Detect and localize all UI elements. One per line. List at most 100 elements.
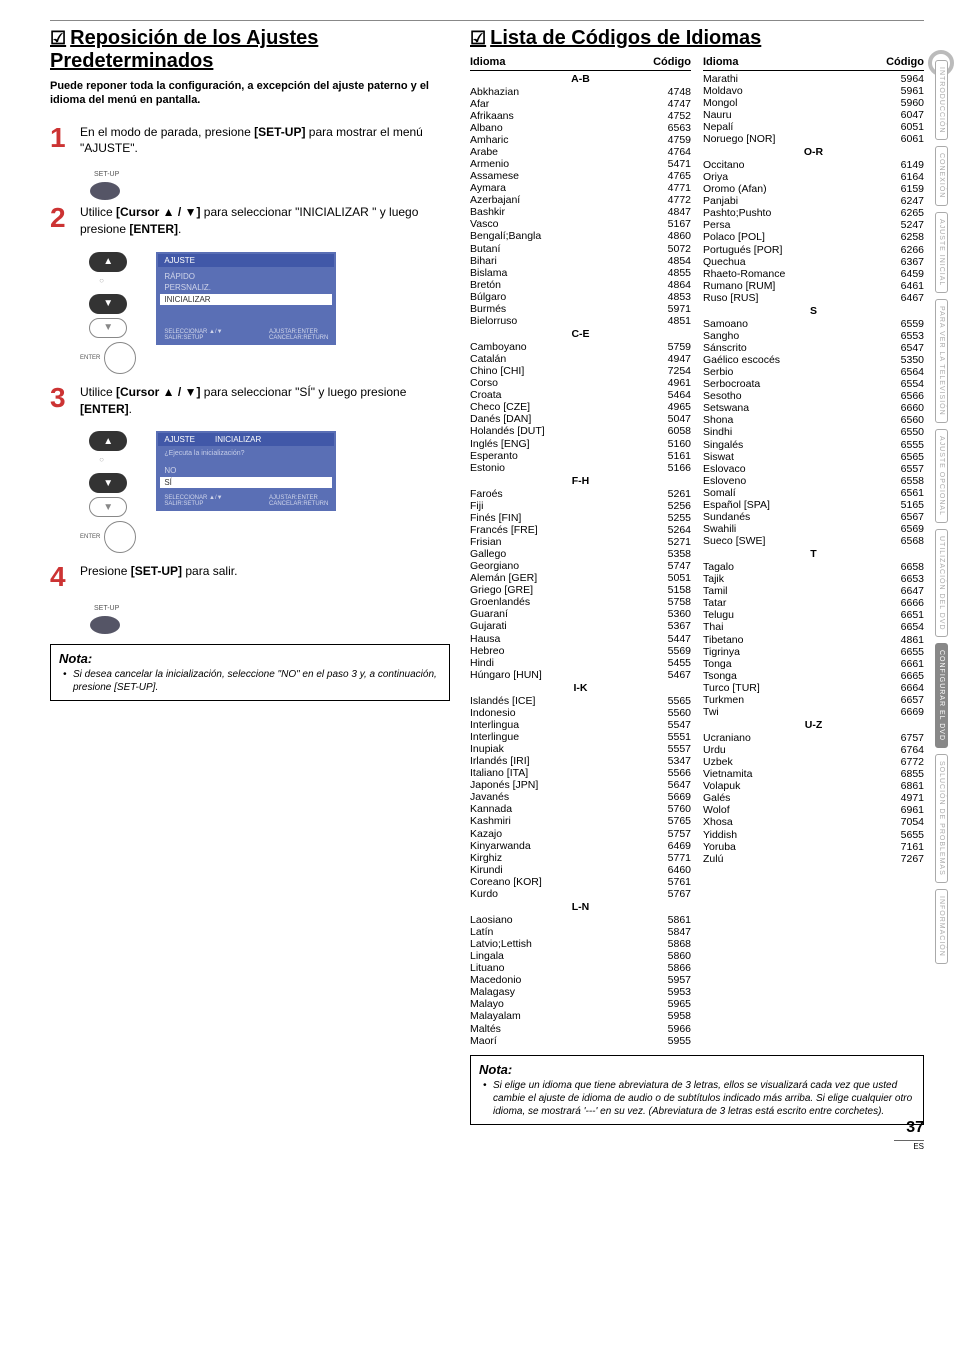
lang-row: Tatar6666 (703, 597, 924, 609)
lang-row: Telugu6651 (703, 609, 924, 621)
lang-code: 4759 (651, 134, 691, 146)
lang-name: Siswat (703, 451, 884, 463)
lang-code: 5072 (651, 243, 691, 255)
lang-code: 6561 (884, 487, 924, 499)
lang-row: Kannada5760 (470, 803, 691, 815)
side-tab[interactable]: PARA VER LA TELEVISIÓN (935, 299, 948, 423)
lang-name: Holandés [DUT] (470, 425, 651, 437)
lang-section: S (703, 305, 924, 317)
lang-name: Bengalí;Bangla (470, 230, 651, 242)
lang-section: U-Z (703, 719, 924, 731)
lang-name: Frisian (470, 536, 651, 548)
lang-name: Aymara (470, 182, 651, 194)
lang-row: Javanés5669 (470, 791, 691, 803)
side-tab[interactable]: AJUSTE INICIAL (935, 212, 948, 293)
lang-name: Sánscrito (703, 342, 884, 354)
lang-name: Serbio (703, 366, 884, 378)
lang-code: 6658 (884, 561, 924, 573)
lang-code: 5860 (651, 950, 691, 962)
lang-row: Coreano [KOR]5761 (470, 876, 691, 888)
menu-item: RÁPIDO (164, 271, 328, 282)
lang-name: Zulú (703, 853, 884, 865)
hdr-code: Código (641, 56, 691, 69)
lang-code: 4764 (651, 146, 691, 158)
lang-name: Bihari (470, 255, 651, 267)
lang-code: 4747 (651, 98, 691, 110)
hdr-name: Idioma (703, 56, 874, 69)
lang-row: Pashto;Pushto6265 (703, 207, 924, 219)
lang-name: Xhosa (703, 816, 884, 828)
lang-code: 5261 (651, 488, 691, 500)
lang-code: 6961 (884, 804, 924, 816)
lang-code: 6047 (884, 109, 924, 121)
lang-row: Thai6654 (703, 621, 924, 633)
lang-row: Checo [CZE]4965 (470, 401, 691, 413)
lang-row: Noruego [NOR]6061 (703, 133, 924, 145)
lang-row: Afar4747 (470, 98, 691, 110)
side-tab[interactable]: CONEXIÓN (935, 146, 948, 205)
lang-code: 6568 (884, 535, 924, 547)
lang-name: Malagasy (470, 986, 651, 998)
lang-code: 6661 (884, 658, 924, 670)
lang-name: Indonesio (470, 707, 651, 719)
lang-row: Zulú7267 (703, 853, 924, 865)
lang-code: 6559 (884, 318, 924, 330)
remote-group: ▲○▼▼ENTERAJUSTEINICIALIZAR¿Ejecuta la in… (80, 431, 450, 553)
lang-code: 4947 (651, 353, 691, 365)
lang-code: 6159 (884, 183, 924, 195)
lang-name: Kirghiz (470, 852, 651, 864)
lang-code: 6647 (884, 585, 924, 597)
lang-name: Yoruba (703, 841, 884, 853)
lang-code: 4971 (884, 792, 924, 804)
lang-row: Setswana6660 (703, 402, 924, 414)
cursor-down-icon: ▼ (89, 473, 127, 493)
lang-row: Griego [GRE]5158 (470, 584, 691, 596)
side-tabs: INTRODUCCIÓN CONEXIÓN AJUSTE INICIAL PARA V… (935, 60, 948, 964)
side-tab[interactable]: AJUSTE OPCIONAL (935, 429, 948, 523)
lang-name: Francés [FRE] (470, 524, 651, 536)
lang-row: Húngaro [HUN]5467 (470, 669, 691, 681)
lang-row: Francés [FRE]5264 (470, 524, 691, 536)
lang-name: Tamil (703, 585, 884, 597)
side-tab[interactable]: INFORMACIÓN (935, 889, 948, 964)
lang-header: Idioma Código (470, 56, 691, 71)
lang-row: Ruso [RUS]6467 (703, 292, 924, 304)
lang-section: I-K (470, 682, 691, 694)
mid-dot-icon: ○ (99, 455, 117, 469)
lang-name: Tonga (703, 658, 884, 670)
lang-name: Catalán (470, 353, 651, 365)
lang-name: Vasco (470, 218, 651, 230)
lang-code: 6566 (884, 390, 924, 402)
nota-text: Si desea cancelar la inicialización, sel… (67, 668, 441, 694)
menu-footer-right: AJUSTAR:ENTERCANCELAR:RETURN (269, 329, 328, 341)
side-tab[interactable]: SOLUCIÓN DE PROBLEMAS (935, 754, 948, 883)
lang-name: Uzbek (703, 756, 884, 768)
lang-row: Siswat6565 (703, 451, 924, 463)
lang-row: Rumano [RUM]6461 (703, 280, 924, 292)
lang-row: Azerbajaní4772 (470, 194, 691, 206)
lang-row: Twi6669 (703, 706, 924, 718)
lang-row: Quechua6367 (703, 256, 924, 268)
lang-row: Sundanés6567 (703, 511, 924, 523)
nota-left: Nota: Si desea cancelar la inicializació… (50, 644, 450, 701)
step-number: 1 (50, 124, 70, 158)
left-title: ☑Reposición de los Ajustes Predeterminad… (50, 27, 450, 73)
lang-row: Croata5464 (470, 389, 691, 401)
lang-row: Wolof6961 (703, 804, 924, 816)
lang-name: Eslovaco (703, 463, 884, 475)
lang-name: Húngaro [HUN] (470, 669, 651, 681)
lang-code: 6247 (884, 195, 924, 207)
lang-row: Interlingua5547 (470, 719, 691, 731)
side-tab[interactable]: UTILIZACIÓN DEL DVD (935, 529, 948, 638)
lang-row: Estonio5166 (470, 462, 691, 474)
lang-name: Pashto;Pushto (703, 207, 884, 219)
lang-name: Interlingua (470, 719, 651, 731)
lang-code: 5557 (651, 743, 691, 755)
lang-name: Serbocroata (703, 378, 884, 390)
cursor-up-icon: ▲ (89, 431, 127, 451)
lang-code: 5551 (651, 731, 691, 743)
lang-row: Butaní5072 (470, 243, 691, 255)
side-tab[interactable]: INTRODUCCIÓN (935, 60, 948, 140)
side-tab[interactable]: CONFIGURAR EL DVD (935, 643, 948, 748)
lang-name: Albano (470, 122, 651, 134)
